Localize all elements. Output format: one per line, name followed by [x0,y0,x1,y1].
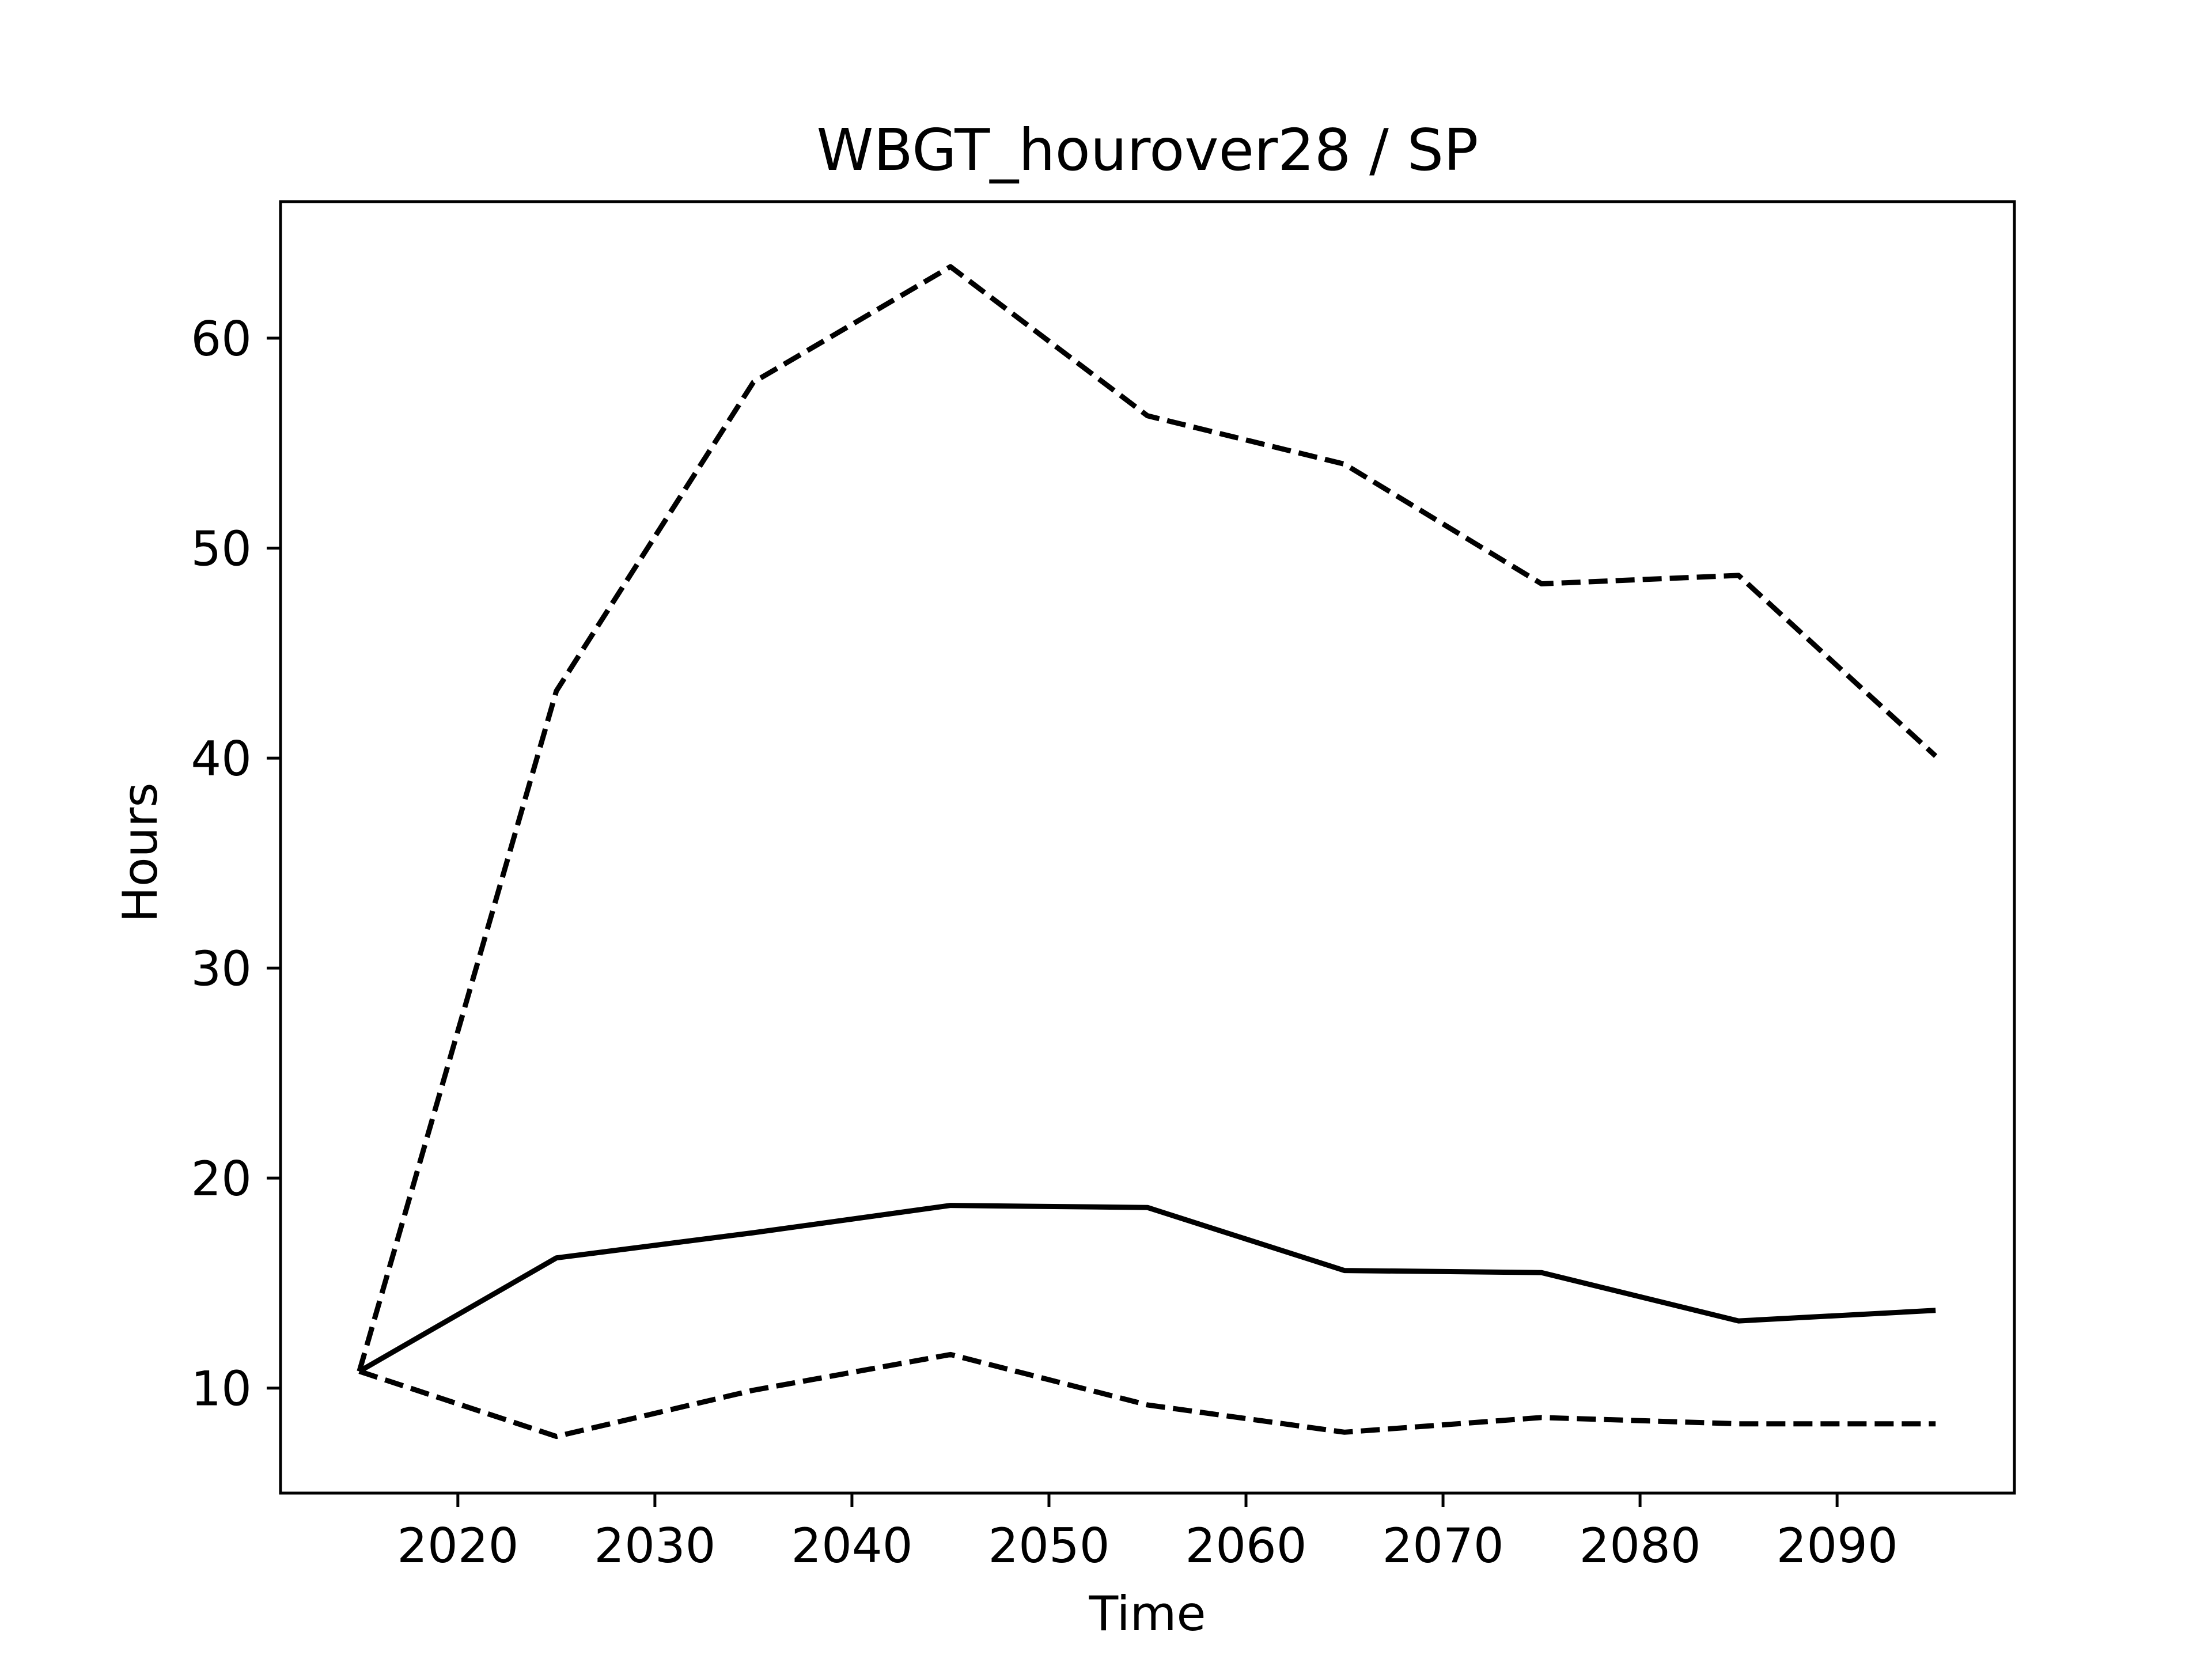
y-tick-label: 50 [191,521,252,577]
x-tick-label: 2090 [1777,1518,1898,1574]
series-line-3 [358,1351,1936,1440]
y-tick-label: 60 [191,311,252,367]
x-tick-label: 2040 [791,1518,912,1574]
x-tick-label: 2060 [1185,1518,1306,1574]
series-line-2 [357,264,1938,1372]
series-line-1 [358,1203,1936,1374]
y-tick-label: 30 [191,941,252,997]
x-axis-label: Time [1088,1586,1206,1642]
series-layer [357,264,1938,1440]
y-tick-label: 20 [191,1151,252,1207]
y-tick-label: 10 [191,1361,252,1417]
x-tick-label: 2020 [397,1518,518,1574]
x-tick-label: 2080 [1579,1518,1700,1574]
y-axis: 10 20 30 40 50 60 [191,311,281,1417]
x-tick-label: 2070 [1382,1518,1503,1574]
chart-title: WBGT_hourover28 / SP [817,116,1479,184]
x-axis: 2020 2030 2040 2050 2060 2070 2080 2090 [397,1493,1898,1574]
x-tick-label: 2030 [594,1518,715,1574]
plot-frame [279,200,2016,1495]
y-tick-label: 40 [191,731,252,787]
x-tick-label: 2050 [988,1518,1109,1574]
y-axis-label: Hours [112,782,168,922]
